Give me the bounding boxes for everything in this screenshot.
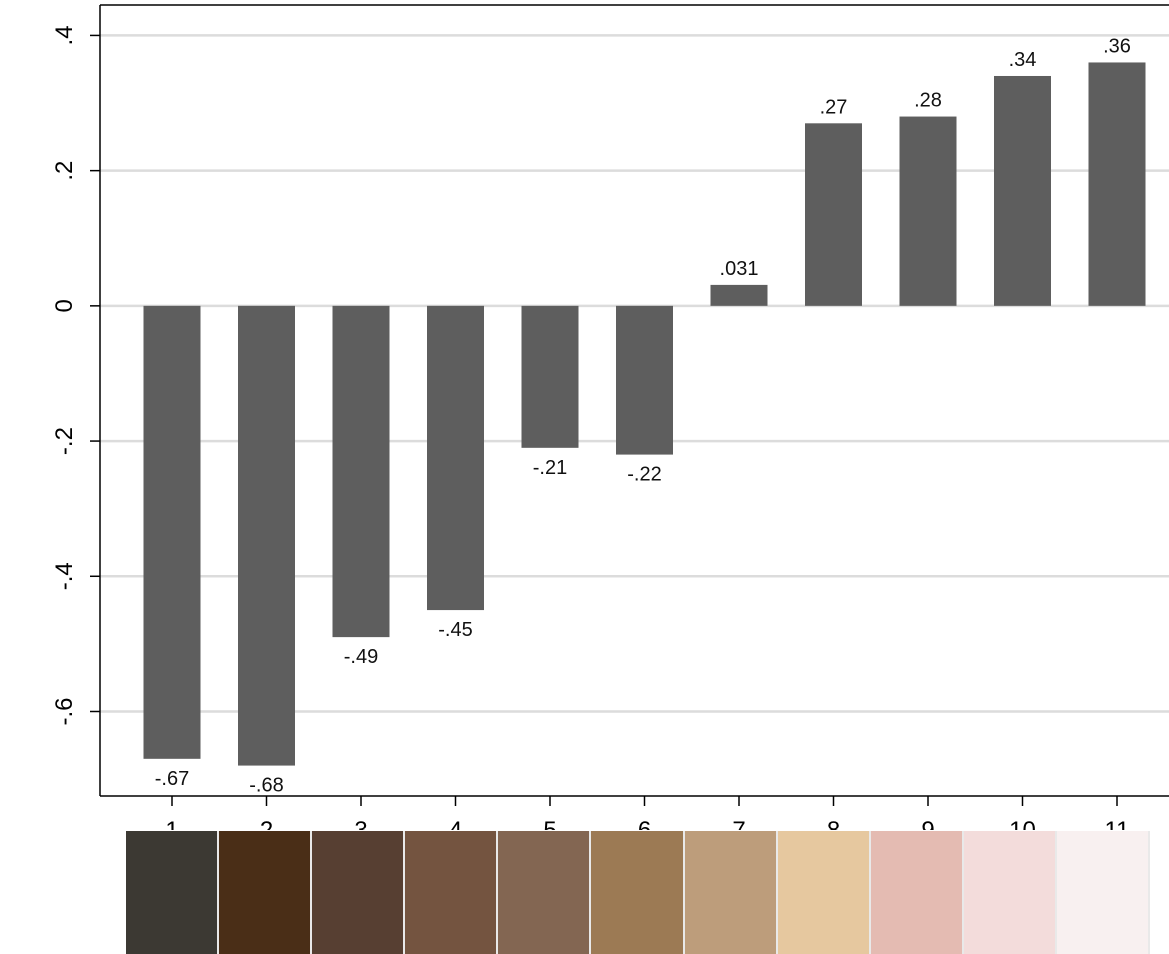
- data-label: .28: [914, 90, 942, 112]
- bar-1: [143, 305, 201, 759]
- bar-3: [332, 305, 390, 638]
- data-label: -.45: [438, 619, 472, 641]
- data-label: -.49: [344, 646, 378, 668]
- axes: [99, 4, 1169, 797]
- data-label: -.21: [533, 457, 567, 479]
- x-tick-label: 11: [1105, 817, 1130, 830]
- y-axis-ticks: -.6 -.4 -.2 0 .2 .4: [51, 25, 100, 725]
- y-tick-label: -.2: [51, 427, 78, 455]
- color-swatch-5: [498, 831, 592, 954]
- data-label: .34: [1009, 49, 1037, 71]
- y-tick-label: -.6: [51, 697, 78, 725]
- x-tick-label: 7: [732, 817, 745, 830]
- bar-11: [1088, 62, 1146, 306]
- data-label: -.22: [627, 464, 661, 486]
- data-label: -.68: [249, 775, 283, 797]
- color-swatch-9: [870, 831, 964, 954]
- bar-4: [427, 305, 484, 611]
- bar-7: [710, 284, 768, 306]
- bars: [143, 62, 1146, 766]
- color-swatch-4: [405, 831, 499, 954]
- bar-2: [238, 305, 295, 766]
- bar-8: [805, 123, 862, 306]
- x-tick-label: 1: [165, 817, 178, 830]
- x-tick-label: 2: [260, 817, 273, 830]
- data-label: -.67: [155, 768, 189, 790]
- color-swatch-3: [312, 831, 406, 954]
- bar-5: [521, 305, 579, 448]
- color-swatch-10: [963, 831, 1057, 954]
- color-swatch-strip: [126, 831, 1151, 954]
- y-tick-label: -.4: [51, 562, 78, 590]
- x-tick-label: 4: [449, 817, 462, 830]
- color-swatch-7: [684, 831, 778, 954]
- data-label: .36: [1103, 35, 1131, 57]
- y-tick-label: .4: [51, 25, 78, 45]
- x-tick-label: 9: [921, 817, 934, 830]
- color-swatch-8: [777, 831, 871, 954]
- x-tick-label: 8: [827, 817, 840, 830]
- x-tick-label: 10: [1009, 817, 1036, 830]
- x-tick-label: 5: [543, 817, 556, 830]
- x-tick-label: 3: [354, 817, 367, 830]
- color-swatch-2: [219, 831, 313, 954]
- data-labels: -.67 -.68 -.49 -.45 -.21 -.22 .031 .27 .28 .34 .36: [155, 35, 1131, 796]
- y-tick-label: .2: [51, 161, 78, 181]
- data-label: .27: [820, 96, 848, 118]
- x-axis-ticks: 1 2 3 4 5 6 7 8 9 10 11: [165, 796, 1129, 830]
- color-swatch-11: [1056, 831, 1151, 954]
- x-tick-label: 6: [638, 817, 651, 830]
- y-tick-label: 0: [51, 299, 78, 312]
- color-swatch-1: [126, 831, 220, 954]
- bar-10: [994, 75, 1051, 306]
- bar-9: [899, 116, 957, 306]
- data-label: .031: [720, 258, 759, 280]
- color-swatch-6: [591, 831, 685, 954]
- bar-chart: -.6 -.4 -.2 0 .2 .4 1 2 3 4 5 6 7 8 9 10 11 -.67 -.68 -.4…: [51, 4, 1169, 830]
- bar-6: [616, 305, 673, 455]
